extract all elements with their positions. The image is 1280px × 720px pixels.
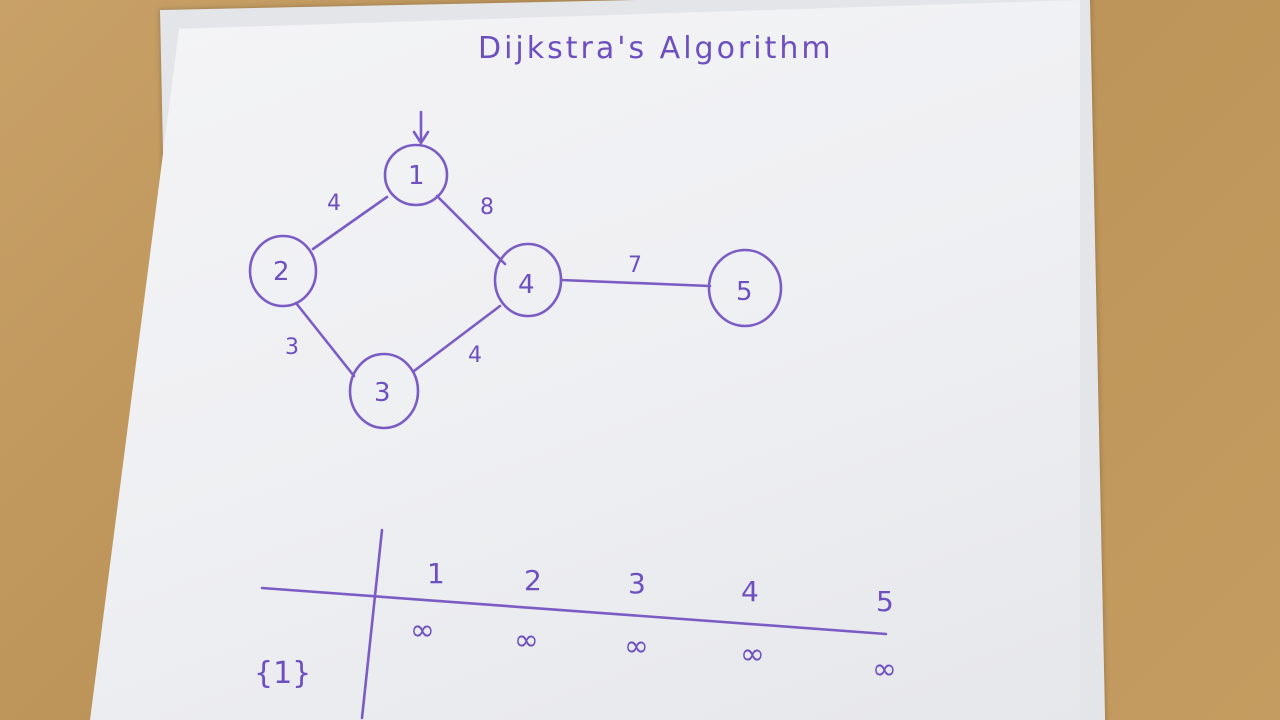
edge-4-5 xyxy=(561,280,710,286)
edge-weight-3-4: 4 xyxy=(468,343,482,368)
table-cell-4: ∞ xyxy=(740,637,765,672)
table-horizontal-line xyxy=(262,588,886,634)
graph-node-label-2: 2 xyxy=(273,257,290,287)
edge-1-2 xyxy=(313,197,387,249)
table-cell-1: ∞ xyxy=(410,613,435,648)
edge-2-3 xyxy=(296,303,354,376)
graph-node-label-1: 1 xyxy=(408,161,425,191)
graph-node-label-5: 5 xyxy=(736,277,753,307)
table-cell-2: ∞ xyxy=(514,623,539,658)
edge-weight-1-4: 8 xyxy=(480,195,494,220)
edge-weight-1-2: 4 xyxy=(327,191,341,216)
table-header-3: 3 xyxy=(628,567,646,600)
table-header-4: 4 xyxy=(741,575,759,608)
table-cell-3: ∞ xyxy=(624,629,649,664)
table-header-5: 5 xyxy=(876,585,894,618)
table-header-1: 1 xyxy=(427,557,445,590)
graph-node-label-3: 3 xyxy=(374,378,391,408)
edge-1-4 xyxy=(437,196,505,264)
edge-weight-2-3: 3 xyxy=(285,335,299,360)
edge-3-4 xyxy=(414,306,500,371)
table-cell-5: ∞ xyxy=(872,652,897,687)
table-vertical-line xyxy=(362,530,382,718)
graph-node-label-4: 4 xyxy=(518,270,535,300)
table-header-2: 2 xyxy=(524,564,542,597)
edge-weight-4-5: 7 xyxy=(628,253,642,278)
diagram-title: Dijkstra's Algorithm xyxy=(478,31,834,66)
table-row-label: {1} xyxy=(254,656,311,691)
